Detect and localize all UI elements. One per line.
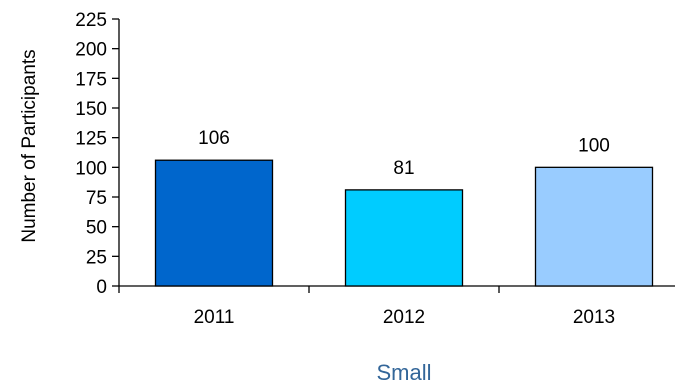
data-label-2012: 81 <box>393 158 414 179</box>
y-axis: 0 25 50 75 100 125 150 175 200 225 <box>75 10 120 298</box>
y-tick-label: 0 <box>96 277 107 298</box>
x-tick-label-2011: 2011 <box>194 307 235 328</box>
y-tick-label: 25 <box>86 247 107 268</box>
y-tick-label: 175 <box>75 69 107 90</box>
data-label-2011: 106 <box>198 128 230 149</box>
bars <box>154 159 654 287</box>
x-axis-caption: Small <box>376 360 431 385</box>
y-tick-label: 200 <box>75 40 107 61</box>
y-tick-label: 75 <box>86 188 107 209</box>
y-tick-label: 100 <box>75 158 107 179</box>
bar-2012 <box>344 189 464 287</box>
bar-2013 <box>534 166 654 287</box>
x-axis: 2011 2012 2013 <box>118 285 675 328</box>
data-labels: 106 81 100 <box>198 128 610 179</box>
y-tick-label: 50 <box>86 218 107 239</box>
data-label-2013: 100 <box>578 135 610 156</box>
x-tick-label-2012: 2012 <box>383 307 425 328</box>
bar-2011 <box>154 159 274 287</box>
y-axis-label: Number of Participants <box>19 49 40 242</box>
y-tick-label: 125 <box>75 129 107 150</box>
x-tick-label-2013: 2013 <box>573 307 615 328</box>
y-tick-label: 150 <box>75 99 107 120</box>
y-tick-label: 225 <box>75 10 107 31</box>
